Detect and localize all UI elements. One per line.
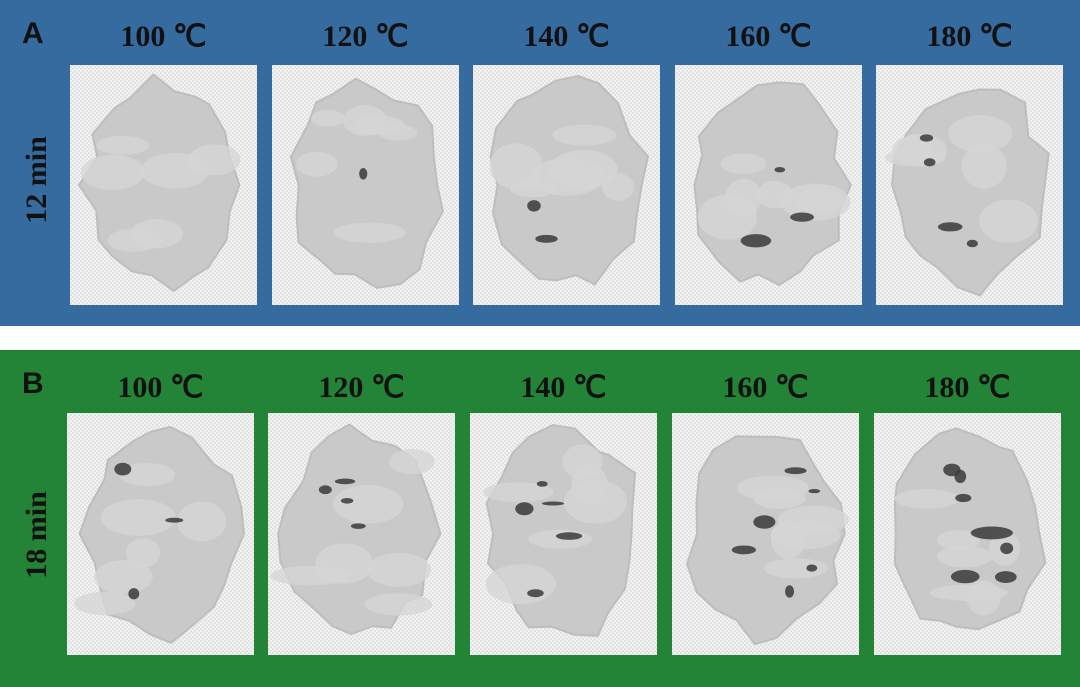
charred-spot xyxy=(536,481,548,487)
sample-texture xyxy=(562,444,603,480)
charred-spot xyxy=(806,564,818,572)
panel-label: B xyxy=(22,367,44,400)
sample-texture xyxy=(354,115,405,136)
sample-texture xyxy=(483,482,554,503)
charred-spot xyxy=(527,589,544,598)
temperature-label: 180 ℃ xyxy=(926,20,1012,53)
sample-texture xyxy=(489,143,543,189)
charred-spot xyxy=(515,502,534,516)
charred-spot xyxy=(994,571,1017,583)
temperature-label: 140 ℃ xyxy=(523,20,609,53)
charred-spot xyxy=(937,222,963,232)
sample-texture xyxy=(94,560,153,594)
charred-spot xyxy=(731,545,757,555)
sample-texture xyxy=(100,499,176,536)
time-label: 18 min xyxy=(20,491,53,579)
temperature-label: 160 ℃ xyxy=(725,20,811,53)
charred-spot xyxy=(340,497,354,504)
sample-texture xyxy=(528,529,593,549)
charred-spot xyxy=(774,167,786,173)
charred-spot xyxy=(808,489,821,494)
sample-texture xyxy=(552,124,617,146)
temperature-label: 160 ℃ xyxy=(722,371,808,404)
sample-texture xyxy=(756,180,793,209)
sample-texture xyxy=(763,558,829,579)
temperature-label: 120 ℃ xyxy=(322,20,408,53)
charred-spot xyxy=(950,569,980,584)
sample-texture xyxy=(96,135,149,155)
sample-texture xyxy=(188,144,241,176)
sample-texture xyxy=(130,219,183,249)
sample-texture xyxy=(979,199,1038,243)
sample-texture xyxy=(961,144,1007,189)
sample-texture xyxy=(74,591,136,616)
temperature-label: 120 ℃ xyxy=(318,371,404,404)
sample-texture xyxy=(364,593,433,616)
charred-spot xyxy=(541,501,565,506)
panel-label: A xyxy=(22,17,44,50)
sample-texture xyxy=(777,505,849,535)
sample-texture xyxy=(485,564,557,605)
sample-texture xyxy=(333,485,404,524)
time-label: 12 min xyxy=(20,136,53,224)
charred-spot xyxy=(527,200,541,212)
charred-spot xyxy=(114,462,132,476)
charred-spot xyxy=(955,493,972,503)
sample-texture xyxy=(796,187,844,214)
sample-texture xyxy=(119,462,176,487)
charred-spot xyxy=(923,158,936,167)
sample-texture xyxy=(720,153,767,175)
sample-texture xyxy=(892,133,948,166)
charred-spot xyxy=(535,234,558,243)
sample-texture xyxy=(80,154,145,191)
charred-spot xyxy=(165,517,184,523)
sample-texture xyxy=(948,115,1013,153)
charred-spot xyxy=(318,485,332,495)
sample-texture xyxy=(936,545,993,568)
sample-texture xyxy=(311,110,346,127)
charred-spot xyxy=(740,234,772,248)
charred-spot xyxy=(128,588,140,600)
temperature-label: 180 ℃ xyxy=(924,371,1010,404)
charred-spot xyxy=(966,239,978,248)
sample-texture xyxy=(602,173,634,201)
charred-spot xyxy=(555,532,583,540)
charred-spot xyxy=(784,467,807,475)
sample-texture xyxy=(177,501,227,542)
charred-spot xyxy=(785,585,795,598)
sample-texture xyxy=(270,566,351,586)
charred-spot xyxy=(790,212,814,222)
sample-texture xyxy=(936,529,980,551)
charred-spot xyxy=(350,523,366,529)
sample-texture xyxy=(125,538,161,568)
temperature-label: 100 ℃ xyxy=(117,371,203,404)
sample-texture xyxy=(509,180,556,198)
charred-spot xyxy=(334,478,356,485)
sample-texture xyxy=(389,448,435,475)
charred-spot xyxy=(1000,542,1014,555)
charred-spot xyxy=(943,463,961,477)
temperature-label: 140 ℃ xyxy=(520,371,606,404)
charred-spot xyxy=(753,515,776,529)
sample-texture xyxy=(725,178,762,216)
charred-spot xyxy=(359,167,368,180)
sample-texture xyxy=(966,580,1001,616)
charred-spot xyxy=(970,526,1013,540)
sample-texture xyxy=(753,487,806,509)
charred-spot xyxy=(919,134,934,142)
sample-texture xyxy=(333,222,406,243)
sample-texture xyxy=(295,151,338,177)
sample-texture xyxy=(894,489,960,509)
temperature-label: 100 ℃ xyxy=(120,20,206,53)
sample-texture xyxy=(366,552,432,587)
